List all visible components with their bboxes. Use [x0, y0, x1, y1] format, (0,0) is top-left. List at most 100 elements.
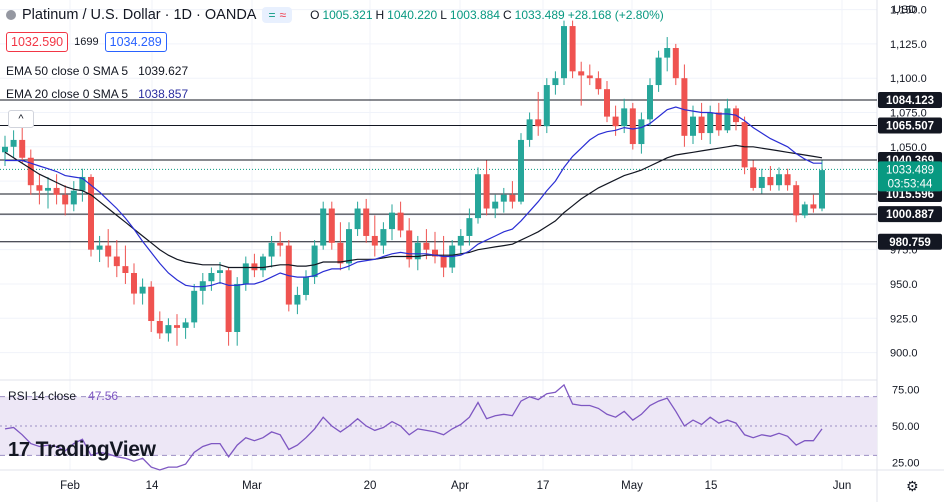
rsi-line	[4, 383, 823, 471]
candle-body	[19, 139, 26, 158]
rsi-label: RSI 14 close	[8, 389, 77, 403]
level-label: 1015.596	[886, 189, 934, 201]
candle-body	[801, 204, 808, 216]
candle-body	[543, 85, 550, 127]
change-value: +28.168 (+2.80%)	[567, 8, 664, 22]
candle-body	[234, 283, 241, 332]
price-axis[interactable]: 900.0925.0950.0975.01,000.01,025.01,050.…	[878, 5, 942, 470]
bid-ask: 1032.590 1699 1034.289	[6, 32, 167, 52]
time-tick-label: 14	[146, 480, 159, 492]
candle-body	[139, 286, 146, 294]
indicator-ema20[interactable]: EMA 20 close 0 SMA 5 1038.857	[6, 87, 188, 101]
candle-body	[500, 194, 507, 202]
candle-body	[131, 272, 137, 294]
price-tick-label: 1,125.0	[890, 39, 927, 51]
candle-body	[285, 245, 292, 305]
symbol-icon	[6, 10, 16, 20]
candle-body	[165, 325, 172, 334]
candle-body	[810, 204, 817, 209]
candle-body	[621, 108, 628, 127]
equals-icon: =	[268, 8, 276, 22]
currency-label[interactable]: USD	[893, 4, 917, 16]
collapse-indicators-button[interactable]: ^	[8, 110, 34, 128]
candle-body	[595, 78, 602, 90]
candle-body	[88, 176, 94, 250]
candle-body	[432, 249, 438, 257]
high-value: 1040.220	[387, 8, 438, 22]
time-tick-label: Apr	[451, 480, 469, 492]
candle-body	[260, 256, 266, 271]
last-price-label: 1033.489	[886, 164, 934, 176]
candle-body	[483, 174, 490, 209]
sell-button[interactable]: 1032.590	[6, 32, 69, 52]
candle-body	[113, 256, 120, 267]
candle-body	[79, 176, 86, 191]
settings-icon[interactable]: ⚙	[906, 478, 919, 494]
candle-body	[199, 281, 206, 291]
candle-body	[724, 108, 731, 131]
ema50-line	[4, 144, 823, 269]
indicator-label: EMA 50 close 0 SMA 5	[6, 64, 129, 78]
candle-body	[698, 116, 705, 134]
tradingview-logo[interactable]: 17 TradingView	[8, 438, 156, 462]
candle-body	[294, 294, 301, 305]
candle-body	[174, 325, 180, 328]
candle-body	[423, 242, 430, 250]
level-label: 1084.123	[886, 95, 934, 107]
candle-body	[277, 242, 284, 246]
candle-body	[647, 85, 653, 120]
candle-body	[604, 89, 610, 117]
candle-body	[414, 242, 421, 260]
candles	[2, 20, 825, 346]
indicator-ema50[interactable]: EMA 50 close 0 SMA 5 1039.627	[6, 64, 188, 78]
candle-body	[105, 245, 112, 257]
open-label: O	[310, 8, 320, 22]
candle-body	[629, 108, 636, 145]
candle-body	[406, 230, 413, 260]
level-label-bg	[878, 91, 942, 108]
close-label: C	[502, 8, 512, 22]
price-tick-label: 1,150.0	[890, 5, 927, 17]
candle-body	[311, 245, 318, 278]
candle-body	[389, 212, 395, 230]
candle-body	[62, 194, 69, 205]
candle-body	[363, 208, 370, 236]
level-label: 980.759	[889, 237, 931, 249]
indicator-value: 1039.627	[138, 64, 189, 78]
time-axis[interactable]: Feb 14 Mar 20 Apr 17 May 15 Jun	[60, 480, 851, 492]
candle-body	[569, 26, 576, 72]
candle-body	[819, 170, 825, 209]
candle-body	[457, 235, 464, 246]
level-label-bg	[878, 117, 942, 134]
candle-body	[681, 78, 688, 136]
candle-body	[715, 112, 722, 131]
ohlc-readout: O 1005.321 H 1040.220 L 1003.884 C 1033.489 …	[310, 8, 664, 22]
time-tick-label: Mar	[242, 480, 262, 492]
candle-body	[242, 263, 249, 284]
candle-body	[466, 218, 473, 236]
buy-button[interactable]: 1034.289	[104, 32, 167, 52]
candle-body	[328, 208, 335, 243]
candle-body	[767, 176, 774, 186]
candle-body	[578, 71, 585, 76]
price-tick-label: 1,100.0	[890, 73, 927, 85]
rsi-legend[interactable]: RSI 14 close 47.56	[8, 389, 118, 403]
price-tick-label: 900.0	[890, 348, 918, 360]
candle-body	[2, 146, 8, 153]
time-tick-label: 15	[705, 480, 718, 492]
symbol-title[interactable]: Platinum / U.S. Dollar · 1D · OANDA	[22, 7, 257, 23]
candle-body	[561, 26, 567, 79]
level-label: 1065.507	[886, 121, 934, 133]
level-label-bg	[878, 233, 942, 250]
indicator-value: 1038.857	[138, 87, 189, 101]
moving-averages	[4, 106, 823, 288]
price-tick-label: 1,050.0	[890, 142, 927, 154]
spread-value: 1699	[74, 36, 99, 48]
chart-type-pill[interactable]: = ≈	[262, 7, 293, 23]
indicator-label: EMA 20 close 0 SMA 5	[6, 87, 129, 101]
candle-body	[535, 119, 542, 127]
ema20-line	[5, 106, 822, 288]
chart-header: Platinum / U.S. Dollar · 1D · OANDA = ≈ …	[6, 5, 664, 25]
price-tick-label: 950.0	[890, 279, 918, 291]
